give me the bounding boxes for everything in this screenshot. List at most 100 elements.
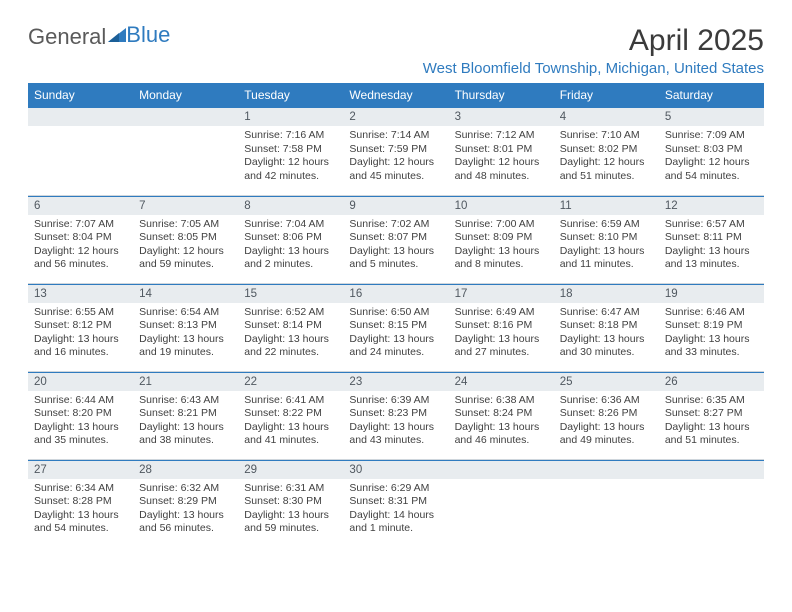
day-number: 16: [343, 284, 448, 303]
sunset-text: Sunset: 8:27 PM: [665, 407, 758, 421]
day-number: 28: [133, 460, 238, 479]
daylight-text: Daylight: 13 hours and 2 minutes.: [244, 245, 337, 272]
location-text: West Bloomfield Township, Michigan, Unit…: [423, 60, 764, 77]
sunrise-text: Sunrise: 7:02 AM: [349, 218, 442, 232]
cell-body: Sunrise: 6:34 AMSunset: 8:28 PMDaylight:…: [28, 479, 133, 541]
sunset-text: Sunset: 8:24 PM: [455, 407, 548, 421]
calendar-header: SundayMondayTuesdayWednesdayThursdayFrid…: [28, 83, 764, 107]
sunrise-text: Sunrise: 7:04 AM: [244, 218, 337, 232]
calendar-cell: 20Sunrise: 6:44 AMSunset: 8:20 PMDayligh…: [28, 371, 133, 459]
calendar-cell: 28Sunrise: 6:32 AMSunset: 8:29 PMDayligh…: [133, 459, 238, 547]
daylight-text: Daylight: 12 hours and 56 minutes.: [34, 245, 127, 272]
sunrise-text: Sunrise: 7:00 AM: [455, 218, 548, 232]
calendar-cell: 14Sunrise: 6:54 AMSunset: 8:13 PMDayligh…: [133, 283, 238, 371]
title-block: April 2025 West Bloomfield Township, Mic…: [423, 24, 764, 77]
day-number: [659, 460, 764, 479]
cell-body: Sunrise: 6:49 AMSunset: 8:16 PMDaylight:…: [449, 303, 554, 365]
sunset-text: Sunset: 8:22 PM: [244, 407, 337, 421]
daylight-text: Daylight: 12 hours and 42 minutes.: [244, 156, 337, 183]
daylight-text: Daylight: 13 hours and 16 minutes.: [34, 333, 127, 360]
calendar-week: 13Sunrise: 6:55 AMSunset: 8:12 PMDayligh…: [28, 283, 764, 371]
day-header: Sunday: [28, 83, 133, 107]
day-number: 4: [554, 107, 659, 126]
cell-body: Sunrise: 7:07 AMSunset: 8:04 PMDaylight:…: [28, 215, 133, 277]
calendar-cell: 9Sunrise: 7:02 AMSunset: 8:07 PMDaylight…: [343, 195, 448, 283]
logo-text-2: Blue: [126, 22, 170, 47]
day-number: 27: [28, 460, 133, 479]
sunrise-text: Sunrise: 6:47 AM: [560, 306, 653, 320]
sunset-text: Sunset: 8:15 PM: [349, 319, 442, 333]
day-number: 13: [28, 284, 133, 303]
day-number: 1: [238, 107, 343, 126]
daylight-text: Daylight: 13 hours and 24 minutes.: [349, 333, 442, 360]
day-number: 10: [449, 196, 554, 215]
sunrise-text: Sunrise: 7:12 AM: [455, 129, 548, 143]
day-number: 5: [659, 107, 764, 126]
sunset-text: Sunset: 7:58 PM: [244, 143, 337, 157]
calendar-cell: 30Sunrise: 6:29 AMSunset: 8:31 PMDayligh…: [343, 459, 448, 547]
daylight-text: Daylight: 13 hours and 51 minutes.: [665, 421, 758, 448]
daylight-text: Daylight: 12 hours and 54 minutes.: [665, 156, 758, 183]
sunset-text: Sunset: 8:10 PM: [560, 231, 653, 245]
day-number: [449, 460, 554, 479]
daylight-text: Daylight: 12 hours and 45 minutes.: [349, 156, 442, 183]
sunset-text: Sunset: 8:01 PM: [455, 143, 548, 157]
cell-body: Sunrise: 6:57 AMSunset: 8:11 PMDaylight:…: [659, 215, 764, 277]
cell-body: Sunrise: 6:32 AMSunset: 8:29 PMDaylight:…: [133, 479, 238, 541]
sunset-text: Sunset: 8:31 PM: [349, 495, 442, 509]
sunrise-text: Sunrise: 7:14 AM: [349, 129, 442, 143]
day-number: 9: [343, 196, 448, 215]
sunset-text: Sunset: 8:11 PM: [665, 231, 758, 245]
calendar-cell: 17Sunrise: 6:49 AMSunset: 8:16 PMDayligh…: [449, 283, 554, 371]
calendar-cell: [133, 107, 238, 195]
cell-body: Sunrise: 7:12 AMSunset: 8:01 PMDaylight:…: [449, 126, 554, 188]
calendar-cell: 5Sunrise: 7:09 AMSunset: 8:03 PMDaylight…: [659, 107, 764, 195]
cell-body: Sunrise: 6:55 AMSunset: 8:12 PMDaylight:…: [28, 303, 133, 365]
daylight-text: Daylight: 13 hours and 30 minutes.: [560, 333, 653, 360]
cell-body: Sunrise: 6:41 AMSunset: 8:22 PMDaylight:…: [238, 391, 343, 453]
daylight-text: Daylight: 13 hours and 46 minutes.: [455, 421, 548, 448]
calendar-cell: 19Sunrise: 6:46 AMSunset: 8:19 PMDayligh…: [659, 283, 764, 371]
day-number: 26: [659, 372, 764, 391]
calendar-cell: 1Sunrise: 7:16 AMSunset: 7:58 PMDaylight…: [238, 107, 343, 195]
cell-body: Sunrise: 6:31 AMSunset: 8:30 PMDaylight:…: [238, 479, 343, 541]
sunset-text: Sunset: 8:13 PM: [139, 319, 232, 333]
logo-triangle-icon: [108, 22, 126, 48]
daylight-text: Daylight: 13 hours and 49 minutes.: [560, 421, 653, 448]
calendar-cell: [659, 459, 764, 547]
cell-body: Sunrise: 6:54 AMSunset: 8:13 PMDaylight:…: [133, 303, 238, 365]
daylight-text: Daylight: 13 hours and 41 minutes.: [244, 421, 337, 448]
calendar-week: 20Sunrise: 6:44 AMSunset: 8:20 PMDayligh…: [28, 371, 764, 459]
day-number: 17: [449, 284, 554, 303]
cell-body: Sunrise: 6:46 AMSunset: 8:19 PMDaylight:…: [659, 303, 764, 365]
calendar-cell: 15Sunrise: 6:52 AMSunset: 8:14 PMDayligh…: [238, 283, 343, 371]
sunset-text: Sunset: 8:07 PM: [349, 231, 442, 245]
daylight-text: Daylight: 13 hours and 59 minutes.: [244, 509, 337, 536]
daylight-text: Daylight: 13 hours and 33 minutes.: [665, 333, 758, 360]
calendar-table: SundayMondayTuesdayWednesdayThursdayFrid…: [28, 83, 764, 547]
cell-body: Sunrise: 6:50 AMSunset: 8:15 PMDaylight:…: [343, 303, 448, 365]
calendar-cell: 12Sunrise: 6:57 AMSunset: 8:11 PMDayligh…: [659, 195, 764, 283]
calendar-cell: [28, 107, 133, 195]
day-header: Monday: [133, 83, 238, 107]
sunset-text: Sunset: 8:20 PM: [34, 407, 127, 421]
cell-body: Sunrise: 7:14 AMSunset: 7:59 PMDaylight:…: [343, 126, 448, 188]
header-row: General Blue April 2025 West Bloomfield …: [28, 24, 764, 77]
daylight-text: Daylight: 13 hours and 27 minutes.: [455, 333, 548, 360]
day-header: Wednesday: [343, 83, 448, 107]
day-number: 6: [28, 196, 133, 215]
day-header: Friday: [554, 83, 659, 107]
daylight-text: Daylight: 13 hours and 11 minutes.: [560, 245, 653, 272]
calendar-cell: 24Sunrise: 6:38 AMSunset: 8:24 PMDayligh…: [449, 371, 554, 459]
calendar-week: 1Sunrise: 7:16 AMSunset: 7:58 PMDaylight…: [28, 107, 764, 195]
calendar-cell: 26Sunrise: 6:35 AMSunset: 8:27 PMDayligh…: [659, 371, 764, 459]
day-number: 12: [659, 196, 764, 215]
sunset-text: Sunset: 8:19 PM: [665, 319, 758, 333]
sunset-text: Sunset: 8:03 PM: [665, 143, 758, 157]
cell-body: Sunrise: 7:05 AMSunset: 8:05 PMDaylight:…: [133, 215, 238, 277]
sunrise-text: Sunrise: 6:49 AM: [455, 306, 548, 320]
calendar-cell: 2Sunrise: 7:14 AMSunset: 7:59 PMDaylight…: [343, 107, 448, 195]
day-header: Thursday: [449, 83, 554, 107]
cell-body: Sunrise: 6:52 AMSunset: 8:14 PMDaylight:…: [238, 303, 343, 365]
sunrise-text: Sunrise: 6:52 AM: [244, 306, 337, 320]
